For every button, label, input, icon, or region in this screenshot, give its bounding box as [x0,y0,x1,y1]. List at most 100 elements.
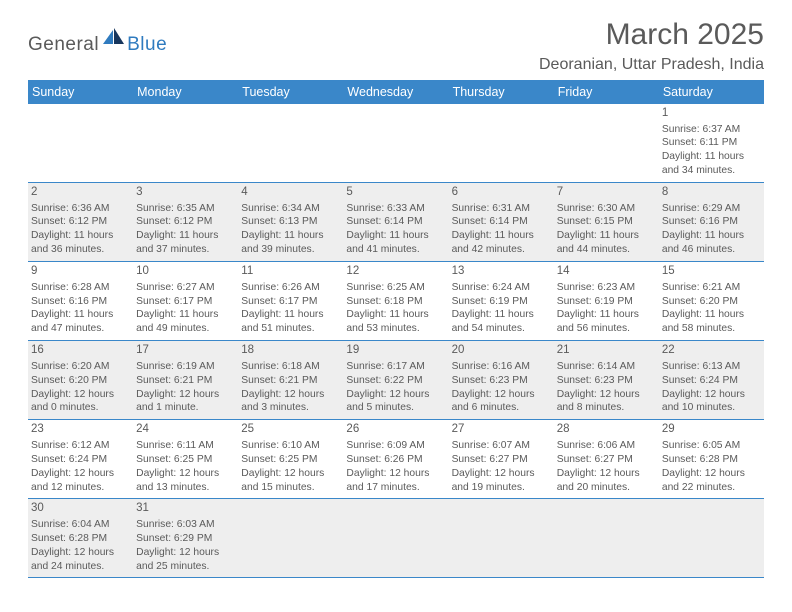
day-daylight2: and 53 minutes. [346,322,445,336]
weekday-header: Sunday [28,80,133,104]
day-cell [449,499,554,577]
day-cell: 3Sunrise: 6:35 AMSunset: 6:12 PMDaylight… [133,183,238,261]
day-number: 23 [31,422,130,438]
day-sunset: Sunset: 6:17 PM [241,295,340,309]
day-daylight2: and 37 minutes. [136,243,235,257]
day-sunset: Sunset: 6:27 PM [452,453,551,467]
day-cell: 20Sunrise: 6:16 AMSunset: 6:23 PMDayligh… [449,341,554,419]
day-cell: 10Sunrise: 6:27 AMSunset: 6:17 PMDayligh… [133,262,238,340]
day-daylight2: and 41 minutes. [346,243,445,257]
day-daylight1: Daylight: 12 hours [346,467,445,481]
day-number: 24 [136,422,235,438]
day-number: 7 [557,185,656,201]
calendar: Sunday Monday Tuesday Wednesday Thursday… [28,80,764,578]
logo-text-general: General [28,34,99,56]
day-cell [554,104,659,182]
weeks-container: 1Sunrise: 6:37 AMSunset: 6:11 PMDaylight… [28,104,764,578]
day-number: 2 [31,185,130,201]
day-sunset: Sunset: 6:16 PM [31,295,130,309]
day-sunset: Sunset: 6:12 PM [31,215,130,229]
day-daylight2: and 15 minutes. [241,481,340,495]
weekday-header: Saturday [659,80,764,104]
day-cell: 2Sunrise: 6:36 AMSunset: 6:12 PMDaylight… [28,183,133,261]
day-sunrise: Sunrise: 6:04 AM [31,518,130,532]
day-daylight1: Daylight: 12 hours [662,388,761,402]
day-number: 3 [136,185,235,201]
weekday-header: Wednesday [343,80,448,104]
day-cell: 23Sunrise: 6:12 AMSunset: 6:24 PMDayligh… [28,420,133,498]
day-daylight1: Daylight: 12 hours [662,467,761,481]
title-block: March 2025 Deoranian, Uttar Pradesh, Ind… [539,18,764,74]
day-number: 17 [136,343,235,359]
calendar-page: General Blue March 2025 Deoranian, Uttar… [0,0,792,578]
day-sunset: Sunset: 6:12 PM [136,215,235,229]
day-cell: 16Sunrise: 6:20 AMSunset: 6:20 PMDayligh… [28,341,133,419]
day-number: 16 [31,343,130,359]
day-sunrise: Sunrise: 6:20 AM [31,360,130,374]
day-daylight2: and 56 minutes. [557,322,656,336]
day-cell: 1Sunrise: 6:37 AMSunset: 6:11 PMDaylight… [659,104,764,182]
day-number: 10 [136,264,235,280]
day-cell: 30Sunrise: 6:04 AMSunset: 6:28 PMDayligh… [28,499,133,577]
day-cell [449,104,554,182]
day-daylight1: Daylight: 11 hours [241,308,340,322]
day-daylight1: Daylight: 11 hours [662,150,761,164]
day-cell [238,499,343,577]
month-title: March 2025 [539,18,764,52]
day-daylight2: and 47 minutes. [31,322,130,336]
day-sunset: Sunset: 6:27 PM [557,453,656,467]
day-number: 6 [452,185,551,201]
day-daylight1: Daylight: 12 hours [31,388,130,402]
week-row: 23Sunrise: 6:12 AMSunset: 6:24 PMDayligh… [28,420,764,499]
day-sunset: Sunset: 6:11 PM [662,136,761,150]
day-number: 18 [241,343,340,359]
day-sunset: Sunset: 6:28 PM [662,453,761,467]
day-sunrise: Sunrise: 6:14 AM [557,360,656,374]
day-daylight1: Daylight: 11 hours [557,229,656,243]
day-sunset: Sunset: 6:20 PM [662,295,761,309]
day-sunset: Sunset: 6:24 PM [662,374,761,388]
day-cell: 31Sunrise: 6:03 AMSunset: 6:29 PMDayligh… [133,499,238,577]
day-number: 14 [557,264,656,280]
day-number: 30 [31,501,130,517]
day-sunrise: Sunrise: 6:18 AM [241,360,340,374]
day-cell: 26Sunrise: 6:09 AMSunset: 6:26 PMDayligh… [343,420,448,498]
day-sunrise: Sunrise: 6:28 AM [31,281,130,295]
day-cell: 14Sunrise: 6:23 AMSunset: 6:19 PMDayligh… [554,262,659,340]
day-daylight2: and 12 minutes. [31,481,130,495]
day-cell: 24Sunrise: 6:11 AMSunset: 6:25 PMDayligh… [133,420,238,498]
day-sunrise: Sunrise: 6:27 AM [136,281,235,295]
day-sunset: Sunset: 6:19 PM [557,295,656,309]
day-sunset: Sunset: 6:26 PM [346,453,445,467]
day-daylight1: Daylight: 11 hours [662,308,761,322]
day-daylight1: Daylight: 12 hours [346,388,445,402]
day-cell: 6Sunrise: 6:31 AMSunset: 6:14 PMDaylight… [449,183,554,261]
day-cell [238,104,343,182]
day-number: 31 [136,501,235,517]
logo-sail-icon [103,28,125,51]
day-daylight1: Daylight: 11 hours [136,229,235,243]
day-cell: 28Sunrise: 6:06 AMSunset: 6:27 PMDayligh… [554,420,659,498]
day-cell: 21Sunrise: 6:14 AMSunset: 6:23 PMDayligh… [554,341,659,419]
day-number: 28 [557,422,656,438]
day-sunrise: Sunrise: 6:24 AM [452,281,551,295]
day-number: 5 [346,185,445,201]
day-number: 26 [346,422,445,438]
day-sunrise: Sunrise: 6:17 AM [346,360,445,374]
day-daylight1: Daylight: 11 hours [241,229,340,243]
day-daylight2: and 0 minutes. [31,401,130,415]
day-daylight2: and 44 minutes. [557,243,656,257]
day-sunset: Sunset: 6:14 PM [346,215,445,229]
day-number: 20 [452,343,551,359]
day-daylight2: and 3 minutes. [241,401,340,415]
day-cell: 19Sunrise: 6:17 AMSunset: 6:22 PMDayligh… [343,341,448,419]
week-row: 2Sunrise: 6:36 AMSunset: 6:12 PMDaylight… [28,183,764,262]
day-sunrise: Sunrise: 6:16 AM [452,360,551,374]
day-cell: 7Sunrise: 6:30 AMSunset: 6:15 PMDaylight… [554,183,659,261]
day-number: 1 [662,106,761,122]
day-daylight2: and 42 minutes. [452,243,551,257]
day-cell: 18Sunrise: 6:18 AMSunset: 6:21 PMDayligh… [238,341,343,419]
day-daylight2: and 6 minutes. [452,401,551,415]
day-daylight2: and 8 minutes. [557,401,656,415]
day-cell: 29Sunrise: 6:05 AMSunset: 6:28 PMDayligh… [659,420,764,498]
